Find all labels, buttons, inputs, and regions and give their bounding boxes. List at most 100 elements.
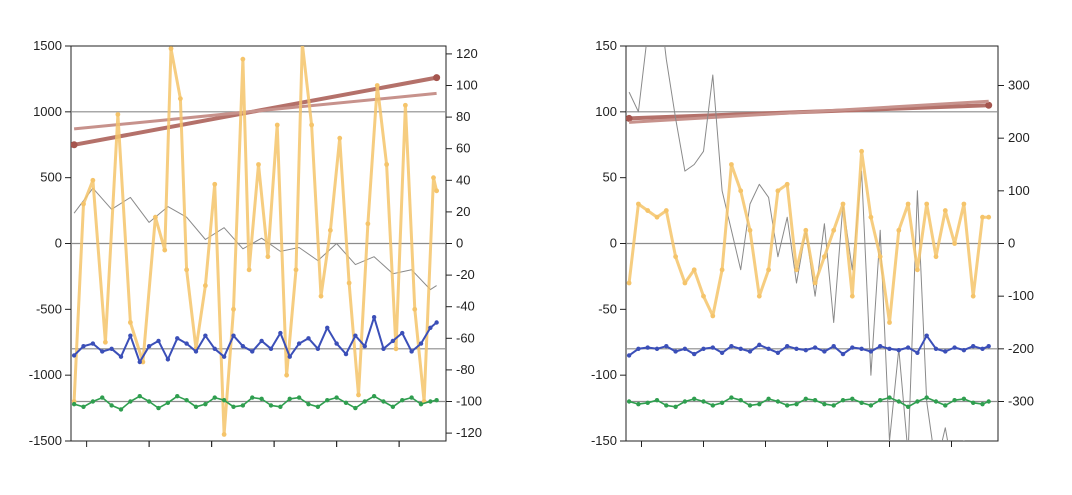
linear-trend-a-endpoint [626, 114, 633, 122]
y2-tick-label: -80 [456, 362, 475, 377]
blue-series-point [306, 336, 311, 341]
green-series-point [905, 404, 911, 409]
green-series-point [334, 395, 339, 400]
orange-series-point [887, 320, 892, 325]
green-series-point [128, 399, 133, 404]
blue-series-point [803, 347, 808, 353]
linear-trend-a-endpoint [433, 74, 441, 82]
orange-series-point [412, 306, 418, 312]
blue-series-point [645, 345, 650, 350]
orange-series-point [212, 181, 218, 187]
green-series-point [343, 400, 349, 406]
blue-series-point [905, 345, 911, 350]
y-tick-label: 100 [595, 104, 617, 119]
orange-series-point [293, 267, 299, 273]
green-series-point [710, 403, 715, 408]
y2-tick-label: -100 [1008, 288, 1034, 303]
blue-series-line [73, 316, 438, 363]
y-tick-label: -50 [598, 301, 617, 316]
green-series-point [137, 394, 142, 399]
orange-series-point [915, 267, 920, 273]
blue-series-point [719, 350, 725, 355]
green-series-point [90, 399, 96, 404]
green-series-point [278, 404, 283, 409]
orange-series-point [970, 293, 976, 299]
blue-series-point [943, 349, 948, 354]
green-series-point [362, 399, 367, 404]
y2-tick-label: 0 [1008, 236, 1015, 251]
blue-series-point [296, 341, 302, 346]
orange-series-point [831, 227, 837, 233]
green-series-point [757, 401, 762, 407]
y-tick-label: -100 [591, 367, 617, 382]
orange-series-point [626, 280, 632, 286]
blue-series-point [118, 354, 124, 359]
green-series-line [628, 396, 990, 408]
blue-series-point [775, 350, 781, 355]
green-series-point [915, 399, 920, 404]
orange-series-point [877, 254, 883, 260]
orange-series-point [896, 227, 902, 233]
y2-tick-label: 80 [456, 109, 470, 124]
y-tick-label: -1500 [29, 433, 62, 448]
orange-series-point [961, 201, 967, 207]
blue-series-point [156, 338, 161, 344]
green-series-point [766, 396, 771, 402]
panel-basin-12: -150 -100 -50 0 50 100 150 -300 -200 -100 0 100 200 3… [591, 38, 1034, 448]
orange-series-point [691, 267, 697, 273]
blue-series-point [729, 344, 734, 349]
y2-tick-label: 100 [456, 78, 478, 93]
blue-series-point [664, 344, 669, 349]
blue-series-point [240, 344, 246, 349]
green-series-point [109, 403, 114, 408]
y-tick-label: 500 [40, 170, 62, 185]
blue-series-point [434, 320, 439, 325]
blue-series-point [221, 354, 227, 359]
orange-series-point [952, 241, 957, 246]
plot-area [626, 46, 993, 441]
blue-series-point [371, 315, 377, 320]
blue-series-point [278, 330, 283, 336]
blue-series-point [896, 347, 901, 353]
panel-antarctica: -1500-1000-500050010001500-120-100-80-60… [29, 38, 482, 448]
orange-series-point [402, 102, 408, 108]
green-series-point [896, 399, 901, 404]
blue-series-point [90, 341, 96, 346]
orange-series-point [822, 254, 827, 260]
green-series-point [673, 404, 678, 409]
y2-tick-label: 200 [1008, 130, 1030, 145]
blue-series-point [682, 346, 688, 352]
green-series-point [654, 397, 660, 403]
blue-series-point [980, 346, 985, 352]
orange-series-point [654, 214, 660, 220]
green-series-point [785, 403, 790, 408]
orange-series-point [986, 214, 992, 220]
blue-series-point [840, 351, 846, 357]
green-series-point [221, 397, 227, 403]
blue-series-point [250, 349, 255, 354]
orange-series-point [905, 201, 911, 207]
y-tick-label: 0 [610, 236, 617, 251]
blue-series-point [137, 359, 142, 365]
orange-series-point [221, 432, 227, 437]
green-series-point [428, 399, 433, 404]
orange-series-point [775, 188, 781, 194]
orange-series-point [710, 313, 716, 319]
green-series-point [296, 395, 302, 400]
orange-series-point [115, 112, 121, 117]
blue-series-point [701, 346, 706, 352]
orange-series-point [246, 267, 252, 273]
orange-series-point [673, 254, 678, 260]
blue-series-point [673, 349, 678, 354]
orange-series-point [942, 208, 948, 213]
y2-tick-label: 120 [456, 46, 478, 61]
green-series-point [822, 401, 827, 407]
orange-series-point [231, 306, 236, 312]
y2-tick-label: 100 [1008, 183, 1030, 198]
blue-series-point [812, 345, 818, 350]
orange-series-point [202, 283, 208, 289]
green-series-point [775, 399, 781, 404]
green-series-point [390, 404, 396, 409]
orange-series-point [256, 162, 261, 167]
blue-series-point [343, 351, 349, 357]
